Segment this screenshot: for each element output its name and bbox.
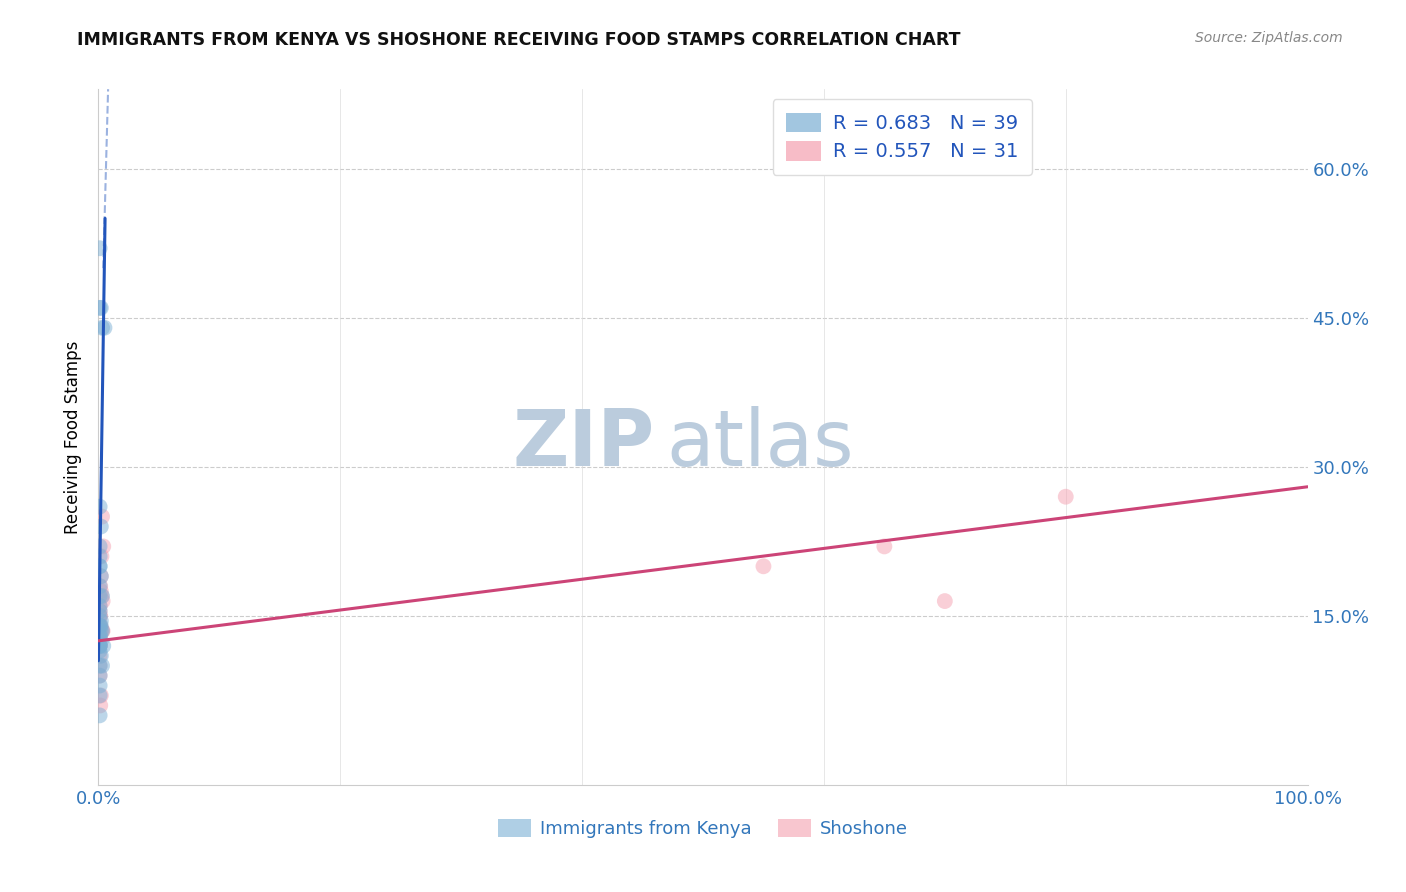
Point	[90, 648, 112, 663]
Point	[89, 629, 111, 643]
Point	[89, 619, 111, 633]
Point	[89, 629, 111, 643]
Point	[89, 639, 111, 653]
Point	[89, 639, 111, 653]
Point	[93, 320, 115, 334]
Point	[89, 619, 111, 633]
Point	[89, 559, 111, 574]
Point	[89, 604, 111, 618]
Point	[89, 639, 111, 653]
Point	[91, 624, 114, 638]
Text: Source: ZipAtlas.com: Source: ZipAtlas.com	[1195, 31, 1343, 45]
Point	[89, 619, 111, 633]
Point	[89, 604, 111, 618]
Point	[89, 609, 111, 624]
Y-axis label: Receiving Food Stamps: Receiving Food Stamps	[65, 341, 83, 533]
Text: atlas: atlas	[666, 406, 855, 482]
Point	[89, 579, 111, 593]
Point	[90, 624, 112, 638]
Point	[90, 569, 112, 583]
Point	[752, 559, 775, 574]
Point	[90, 614, 112, 628]
Point	[89, 500, 111, 514]
Text: ZIP: ZIP	[512, 406, 655, 482]
Point	[1054, 490, 1077, 504]
Point	[90, 584, 112, 599]
Point	[89, 658, 111, 673]
Point	[89, 689, 111, 703]
Point	[89, 629, 111, 643]
Point	[91, 639, 114, 653]
Point	[89, 301, 111, 315]
Point	[89, 698, 111, 713]
Text: IMMIGRANTS FROM KENYA VS SHOSHONE RECEIVING FOOD STAMPS CORRELATION CHART: IMMIGRANTS FROM KENYA VS SHOSHONE RECEIV…	[77, 31, 960, 49]
Point	[91, 658, 114, 673]
Point	[89, 599, 111, 613]
Point	[91, 624, 114, 638]
Point	[90, 619, 112, 633]
Point	[89, 639, 111, 653]
Point	[91, 509, 114, 524]
Point	[89, 609, 111, 624]
Point	[89, 668, 111, 682]
Point	[90, 689, 112, 703]
Point	[89, 624, 111, 638]
Point	[89, 609, 111, 624]
Point	[91, 320, 114, 334]
Point	[89, 619, 111, 633]
Point	[89, 241, 111, 255]
Point	[90, 633, 112, 648]
Point	[91, 594, 114, 608]
Point	[89, 658, 111, 673]
Point	[90, 569, 112, 583]
Point	[89, 648, 111, 663]
Point	[89, 668, 111, 682]
Point	[89, 619, 111, 633]
Point	[89, 599, 111, 613]
Point	[90, 549, 112, 564]
Point	[91, 540, 114, 554]
Point	[89, 644, 111, 658]
Point	[89, 579, 111, 593]
Point	[934, 594, 956, 608]
Point	[91, 624, 114, 638]
Point	[873, 540, 896, 554]
Point	[89, 708, 111, 723]
Point	[89, 549, 111, 564]
Legend: Immigrants from Kenya, Shoshone: Immigrants from Kenya, Shoshone	[491, 812, 915, 846]
Point	[91, 589, 114, 603]
Point	[90, 519, 112, 533]
Point	[90, 589, 112, 603]
Point	[89, 589, 111, 603]
Point	[90, 301, 112, 315]
Point	[89, 679, 111, 693]
Point	[89, 559, 111, 574]
Point	[89, 540, 111, 554]
Point	[89, 629, 111, 643]
Point	[89, 639, 111, 653]
